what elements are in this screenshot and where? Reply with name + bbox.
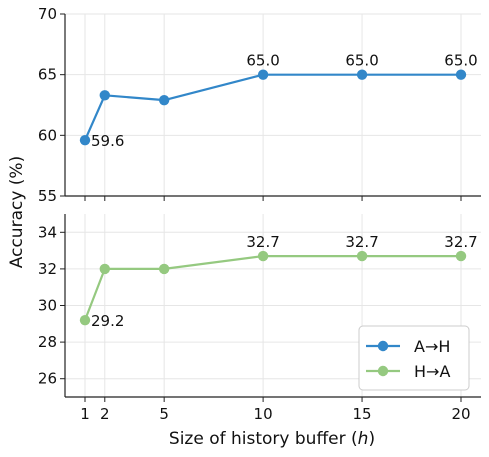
x-tick-label: 2 — [100, 405, 110, 423]
y-tick-label: 65 — [38, 66, 57, 84]
x-tick-label: 15 — [353, 405, 372, 423]
legend: A→H H→A — [358, 325, 470, 391]
data-point — [79, 134, 91, 146]
grid-lines — [65, 13, 481, 397]
data-point — [99, 90, 110, 101]
y-tick-label: 70 — [38, 5, 57, 23]
x-axis-title-variable: h — [358, 429, 369, 449]
x-tick-label: 5 — [159, 405, 169, 423]
series-line — [83, 73, 461, 141]
x-axis-title-text: Size of history buffer ( — [169, 429, 358, 449]
y-tick-label: 32 — [38, 260, 57, 278]
y-tick-label: 30 — [38, 297, 57, 315]
legend-marker-a-to-h — [377, 340, 389, 352]
data-label: 32.7 — [444, 233, 477, 251]
data-point — [257, 250, 269, 262]
data-label: 29.2 — [91, 312, 124, 330]
axes — [60, 13, 481, 402]
data-label: 65.0 — [345, 52, 378, 70]
data-point — [158, 263, 170, 275]
series-line — [83, 254, 461, 321]
y-tick-label: 55 — [38, 187, 57, 205]
labels: 55 60 65 70 59.6 65.0 65.0 65.0 26 28 30 32 34 1 2 5 10 1… — [38, 5, 478, 423]
data-point — [79, 314, 91, 326]
y-tick-label: 26 — [38, 370, 57, 388]
series — [79, 69, 467, 326]
data-label: 32.7 — [246, 233, 279, 251]
data-point — [158, 94, 170, 106]
x-axis-title-close: ) — [368, 429, 375, 449]
x-axis-title: Size of history buffer (h) — [169, 429, 375, 449]
data-label: 65.0 — [246, 52, 279, 70]
x-tick-label: 10 — [254, 405, 273, 423]
x-tick-label: 1 — [80, 405, 90, 423]
data-label: 65.0 — [444, 52, 477, 70]
legend-marker-h-to-a — [377, 365, 389, 377]
y-tick-label: 60 — [38, 126, 57, 144]
data-point — [455, 69, 467, 80]
y-tick-label: 28 — [38, 333, 57, 351]
data-point — [99, 263, 110, 275]
data-point — [356, 69, 368, 80]
data-point — [257, 69, 269, 80]
legend-label-h-to-a: H→A — [414, 362, 450, 381]
data-point — [455, 250, 467, 262]
data-label: 32.7 — [345, 233, 378, 251]
x-tick-label: 20 — [451, 405, 470, 423]
data-point — [356, 250, 368, 262]
y-axis-title: Accuracy (%) — [7, 156, 27, 268]
legend-label-a-to-h: A→H — [414, 337, 450, 356]
data-label: 59.6 — [91, 132, 124, 150]
y-tick-label: 34 — [38, 223, 57, 241]
